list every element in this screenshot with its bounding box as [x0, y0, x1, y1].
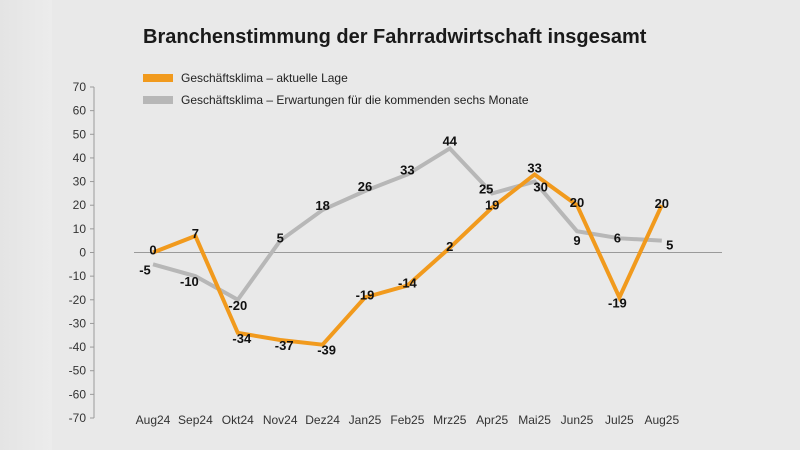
y-tick-label: -50 — [69, 364, 87, 378]
y-tick-label: -60 — [69, 387, 87, 401]
x-tick-label: Mrz25 — [433, 413, 467, 427]
y-tick-label: 10 — [73, 222, 87, 236]
data-label-expectations: 33 — [400, 162, 414, 177]
data-label-expectations: 30 — [533, 180, 547, 195]
y-tick-label: 50 — [73, 127, 87, 141]
y-tick-label: -30 — [69, 316, 87, 330]
data-label-current: 7 — [192, 226, 199, 241]
data-label-expectations: 5 — [666, 238, 673, 253]
legend-swatch-expectations — [143, 96, 173, 104]
data-label-expectations: 6 — [614, 230, 621, 245]
left-shade — [0, 0, 52, 450]
y-tick-label: 40 — [73, 151, 87, 165]
chart-title: Branchenstimmung der Fahrradwirtschaft i… — [143, 26, 647, 48]
data-label-current: -34 — [232, 331, 252, 346]
data-label-current: -19 — [356, 287, 375, 302]
y-tick-label: 60 — [73, 104, 87, 118]
series-line-expectations — [152, 145, 662, 303]
x-tick-label: Jan25 — [349, 413, 382, 427]
data-label-current: 19 — [485, 198, 499, 213]
data-label-current: 0 — [149, 243, 156, 258]
data-label-current: 33 — [527, 160, 541, 175]
legend-label-current: Geschäftsklima – aktuelle Lage — [181, 71, 348, 85]
x-tick-label: Sep24 — [178, 413, 213, 427]
legend-item-current: Geschäftsklima – aktuelle Lage — [143, 68, 529, 88]
data-label-current: -37 — [275, 338, 294, 353]
x-tick-label: Apr25 — [476, 413, 508, 427]
data-label-expectations: 25 — [479, 181, 493, 196]
x-tick-label: Aug25 — [644, 413, 679, 427]
data-label-expectations: -10 — [180, 274, 199, 289]
series-line-current — [152, 171, 664, 347]
y-tick-label: 0 — [79, 246, 86, 260]
data-label-current: 20 — [655, 196, 669, 211]
y-tick-label: 30 — [73, 175, 87, 189]
data-label-current: -39 — [317, 343, 336, 358]
data-label-current: 2 — [446, 239, 453, 254]
legend: Geschäftsklima – aktuelle Lage Geschäfts… — [143, 68, 529, 112]
data-label-expectations: -20 — [228, 298, 247, 313]
data-label-expectations: 26 — [358, 179, 372, 194]
x-tick-label: Jul25 — [605, 413, 634, 427]
legend-item-expectations: Geschäftsklima – Erwartungen für die kom… — [143, 90, 529, 110]
y-tick-label: 70 — [73, 80, 87, 94]
x-tick-label: Okt24 — [222, 413, 254, 427]
legend-label-expectations: Geschäftsklima – Erwartungen für die kom… — [181, 93, 529, 107]
data-label-expectations: -5 — [139, 262, 151, 277]
x-tick-label: Feb25 — [390, 413, 424, 427]
y-tick-label: 20 — [73, 198, 87, 212]
data-label-expectations: 44 — [443, 133, 458, 148]
data-label-expectations: 5 — [277, 231, 284, 246]
y-tick-label: -70 — [69, 411, 87, 425]
data-label-current: -14 — [398, 276, 418, 291]
x-tick-label: Aug24 — [136, 413, 171, 427]
x-tick-label: Mai25 — [518, 413, 551, 427]
legend-swatch-current — [143, 74, 173, 82]
x-tick-label: Dez24 — [305, 413, 340, 427]
x-tick-label: Nov24 — [263, 413, 298, 427]
y-tick-label: -40 — [69, 340, 87, 354]
data-label-expectations: 18 — [315, 198, 329, 213]
y-tick-label: -20 — [69, 293, 87, 307]
data-label-expectations: 9 — [573, 233, 580, 248]
x-tick-label: Jun25 — [561, 413, 594, 427]
y-tick-label: -10 — [69, 269, 87, 283]
data-label-current: -19 — [608, 295, 627, 310]
data-label-current: 20 — [570, 195, 584, 210]
